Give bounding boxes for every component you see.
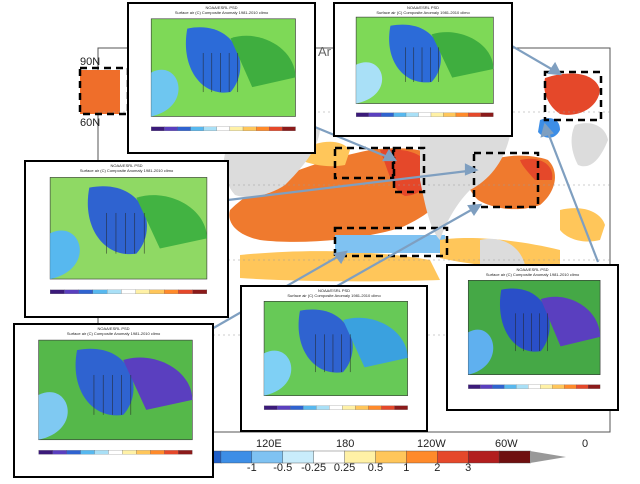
connector-arrow bbox=[309, 123, 396, 162]
inset-subtitle: Surface air (C) Composite Anomaly 1981-2… bbox=[79, 168, 174, 173]
connector-arrow bbox=[329, 204, 481, 291]
north-pacific-warm-core bbox=[380, 149, 431, 196]
colorbar-swatch bbox=[498, 450, 531, 464]
connector-arrow bbox=[543, 124, 600, 263]
colorbar-swatch bbox=[437, 450, 469, 464]
lon-label-120w: 120W bbox=[417, 438, 446, 450]
inset-map: NOAA/ESRL PSD Surface air (C) Composite A… bbox=[127, 2, 316, 154]
ne-atlantic-warm-anomaly bbox=[544, 73, 600, 115]
inset-subtitle: Surface air (C) Composite Anomaly 1981-2… bbox=[376, 10, 470, 15]
region-box-nw-atlantic bbox=[472, 151, 540, 209]
colorbar-tick-label: 0.5 bbox=[367, 462, 384, 474]
inset-title: NOAA/ESRL PSD bbox=[317, 288, 351, 293]
lat-label-60n: 60N bbox=[80, 117, 101, 129]
inset-subtitle: Surface air (C) Composite Anomaly 1981-2… bbox=[66, 331, 161, 336]
inset-map: NOAA/ESRL PSD Surface air (C) Composite A… bbox=[240, 285, 428, 432]
lon-label-120e: 120E bbox=[256, 438, 282, 450]
colorbar-tick-label: 3 bbox=[465, 462, 472, 474]
inset-map: NOAA/ESRL PSD Surface air (C) Composite A… bbox=[13, 323, 214, 478]
inset-title: NOAA/ESRL PSD bbox=[205, 5, 238, 10]
colorbar-end-triangle bbox=[530, 451, 566, 463]
colorbar-swatch bbox=[406, 450, 438, 464]
colorbar-tick-label: -1 bbox=[246, 462, 257, 474]
colorbar-tick-label: 1 bbox=[403, 462, 410, 474]
region-box-ne-atlantic bbox=[543, 70, 603, 122]
equatorial-cool-band bbox=[335, 235, 445, 253]
lat-label-90n: 90N bbox=[80, 56, 101, 68]
connector-arrow bbox=[227, 168, 477, 202]
arctic-warm-anomaly bbox=[80, 70, 120, 114]
inset-subtitle: Surface air (C) Composite Anomaly 1981-2… bbox=[287, 293, 381, 298]
colorbar-tick-label: -0.5 bbox=[273, 462, 293, 474]
colorbar-tick-label: 2 bbox=[434, 462, 441, 474]
north-america-landmass bbox=[420, 120, 510, 240]
inset-subtitle: Surface air (C) Composite Anomaly 1981-2… bbox=[174, 10, 269, 15]
colorbar-tick-label: -0.25 bbox=[301, 462, 327, 474]
region-box-ne-pacific-east bbox=[392, 146, 426, 194]
lon-label-180: 180 bbox=[336, 438, 355, 450]
inset-map: NOAA/ESRL PSD Surface air (C) Composite A… bbox=[24, 160, 229, 318]
inset-title: NOAA/ESRL PSD bbox=[110, 163, 143, 168]
inset-title: NOAA/ESRL PSD bbox=[406, 5, 440, 10]
inset-title: NOAA/ESRL PSD bbox=[516, 267, 549, 272]
inset-map: NOAA/ESRL PSD Surface air (C) Composite A… bbox=[446, 264, 619, 411]
map-corner-text: Ar bbox=[318, 44, 331, 59]
inset-title: NOAA/ESRL PSD bbox=[97, 326, 130, 331]
inset-subtitle: Surface air (C) Composite Anomaly 1981-2… bbox=[485, 272, 580, 277]
colorbar-swatch bbox=[467, 450, 500, 464]
region-box-arctic bbox=[78, 66, 130, 116]
europe-landmass bbox=[571, 123, 608, 167]
inset-map: NOAA/ESRL PSD Surface air (C) Composite A… bbox=[333, 2, 513, 137]
colorbar-tick-label: 0.25 bbox=[333, 462, 356, 474]
lon-label-60w: 60W bbox=[495, 438, 518, 450]
lon-label-0: 0 bbox=[582, 438, 589, 450]
